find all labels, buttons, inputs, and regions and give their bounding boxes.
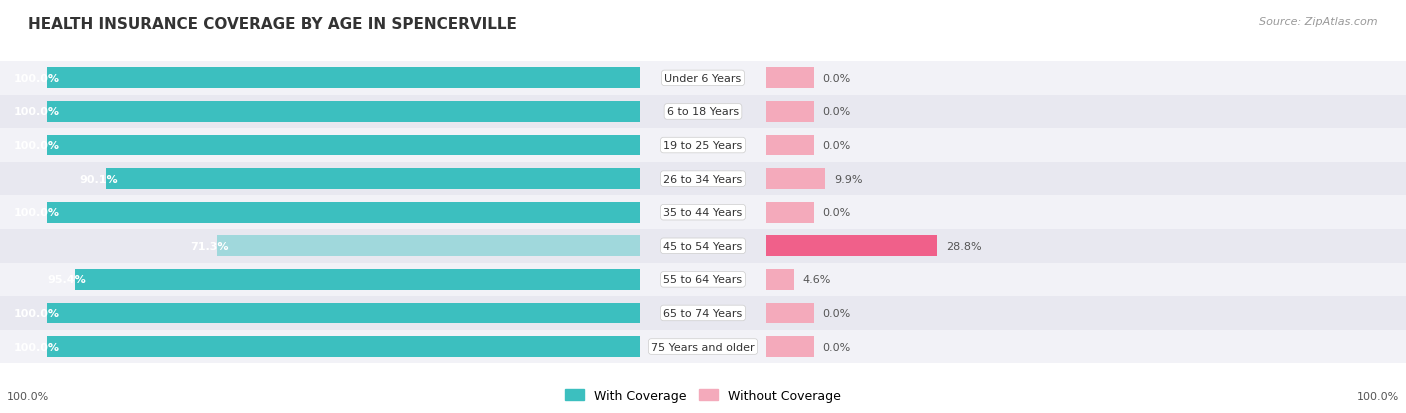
Text: 100.0%: 100.0% (13, 208, 59, 218)
Bar (766, 303, 814, 323)
Bar (48, 102, 640, 123)
Bar (640, 62, 766, 95)
Text: Under 6 Years: Under 6 Years (665, 74, 741, 84)
Text: 0.0%: 0.0% (823, 107, 851, 117)
Text: 6 to 18 Years: 6 to 18 Years (666, 107, 740, 117)
Bar (640, 297, 766, 330)
Text: 4.6%: 4.6% (803, 275, 831, 285)
Bar (75, 269, 640, 290)
Text: 65 to 74 Years: 65 to 74 Years (664, 308, 742, 318)
Text: 75 Years and older: 75 Years and older (651, 342, 755, 352)
Bar (766, 95, 1406, 129)
Bar (766, 297, 1406, 330)
Bar (0, 162, 640, 196)
Text: 100.0%: 100.0% (13, 107, 59, 117)
Bar (766, 62, 1406, 95)
Text: 100.0%: 100.0% (13, 342, 59, 352)
Text: 35 to 44 Years: 35 to 44 Years (664, 208, 742, 218)
Text: 100.0%: 100.0% (13, 141, 59, 151)
Bar (640, 263, 766, 297)
Bar (48, 68, 640, 89)
Text: 0.0%: 0.0% (823, 208, 851, 218)
Bar (640, 330, 766, 363)
Bar (0, 95, 640, 129)
Text: 45 to 54 Years: 45 to 54 Years (664, 241, 742, 251)
Text: 100.0%: 100.0% (7, 392, 49, 401)
Text: 95.4%: 95.4% (48, 275, 87, 285)
Bar (766, 336, 814, 357)
Text: 0.0%: 0.0% (823, 141, 851, 151)
Bar (48, 336, 640, 357)
Bar (766, 135, 814, 156)
Text: 26 to 34 Years: 26 to 34 Years (664, 174, 742, 184)
Bar (48, 303, 640, 323)
Bar (0, 263, 640, 297)
Bar (766, 263, 1406, 297)
Text: 0.0%: 0.0% (823, 308, 851, 318)
Bar (640, 230, 766, 263)
Text: Source: ZipAtlas.com: Source: ZipAtlas.com (1260, 17, 1378, 26)
Text: 28.8%: 28.8% (946, 241, 981, 251)
Text: 100.0%: 100.0% (13, 74, 59, 84)
Bar (0, 297, 640, 330)
Bar (640, 95, 766, 129)
Bar (766, 202, 814, 223)
Bar (640, 129, 766, 162)
Legend: With Coverage, Without Coverage: With Coverage, Without Coverage (561, 384, 845, 407)
Bar (0, 62, 640, 95)
Bar (766, 236, 936, 256)
Bar (218, 236, 640, 256)
Bar (0, 230, 640, 263)
Text: 9.9%: 9.9% (834, 174, 862, 184)
Bar (48, 135, 640, 156)
Bar (48, 202, 640, 223)
Bar (640, 196, 766, 230)
Text: 0.0%: 0.0% (823, 342, 851, 352)
Bar (0, 129, 640, 162)
Text: 90.1%: 90.1% (79, 174, 118, 184)
Bar (766, 169, 825, 190)
Bar (0, 196, 640, 230)
Bar (766, 269, 793, 290)
Bar (766, 68, 814, 89)
Text: 0.0%: 0.0% (823, 74, 851, 84)
Text: 100.0%: 100.0% (13, 308, 59, 318)
Bar (766, 129, 1406, 162)
Bar (766, 196, 1406, 230)
Text: 100.0%: 100.0% (1357, 392, 1399, 401)
Text: HEALTH INSURANCE COVERAGE BY AGE IN SPENCERVILLE: HEALTH INSURANCE COVERAGE BY AGE IN SPEN… (28, 17, 517, 31)
Bar (766, 102, 814, 123)
Bar (766, 330, 1406, 363)
Bar (766, 162, 1406, 196)
Bar (640, 162, 766, 196)
Bar (766, 230, 1406, 263)
Text: 19 to 25 Years: 19 to 25 Years (664, 141, 742, 151)
Bar (105, 169, 640, 190)
Text: 55 to 64 Years: 55 to 64 Years (664, 275, 742, 285)
Text: 71.3%: 71.3% (191, 241, 229, 251)
Bar (0, 330, 640, 363)
